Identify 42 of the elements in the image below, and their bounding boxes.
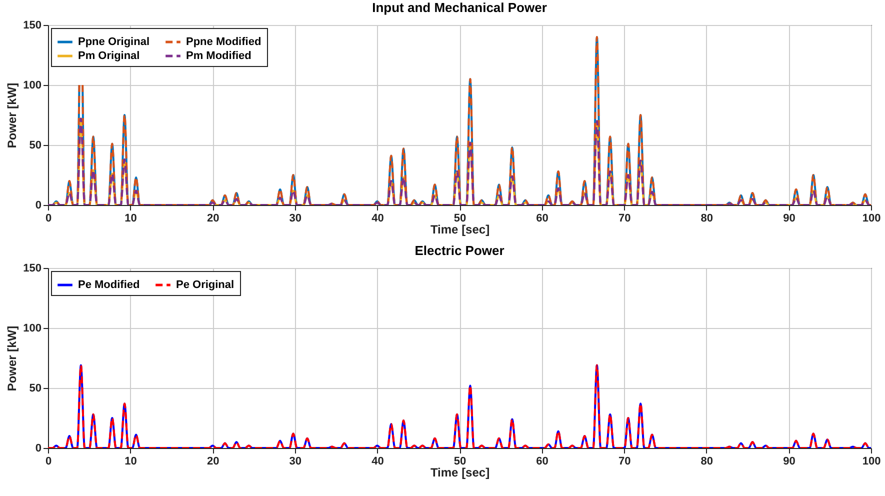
x-tick-label: 90	[783, 456, 796, 468]
x-axis-title: Time [sec]	[430, 222, 490, 236]
x-tick-label: 50	[454, 456, 466, 468]
chart-title: Electric Power	[414, 243, 504, 258]
y-tick-label: 50	[29, 382, 42, 394]
y-tick-label: 50	[29, 140, 42, 152]
x-tick-label: 100	[862, 456, 881, 468]
y-tick-label: 0	[35, 200, 42, 212]
y-tick-label: 0	[35, 442, 42, 454]
x-tick-label: 0	[45, 212, 52, 224]
x-tick-label: 40	[372, 212, 384, 224]
x-tick-label: 40	[372, 456, 384, 468]
x-tick-label: 30	[289, 212, 302, 224]
y-axis-title: Power [kW]	[5, 82, 20, 148]
legend-label: Ppne Original	[78, 36, 150, 48]
x-tick-label: 30	[289, 456, 302, 468]
x-axis-title: Time [sec]	[430, 466, 490, 480]
x-tick-label: 20	[206, 456, 220, 468]
y-tick-label: 100	[23, 322, 42, 334]
x-tick-label: 70	[618, 212, 631, 224]
x-tick-label: 60	[536, 456, 548, 468]
y-tick-label: 150	[23, 262, 42, 274]
x-tick-label: 0	[45, 456, 52, 468]
chart-title: Input and Mechanical Power	[372, 0, 547, 15]
x-tick-label: 100	[862, 212, 881, 224]
x-tick-label: 80	[700, 212, 714, 224]
x-tick-label: 70	[618, 456, 631, 468]
y-tick-label: 150	[23, 20, 42, 32]
y-axis-title: Power [kW]	[5, 326, 20, 392]
legend-label: Pm Original	[78, 50, 140, 62]
x-tick-label: 10	[124, 212, 137, 224]
y-tick-label: 100	[23, 80, 42, 92]
legend-label: Pm Modified	[186, 50, 252, 62]
legend-label: Pe Modified	[78, 279, 140, 291]
x-tick-label: 60	[536, 212, 548, 224]
x-tick-label: 90	[783, 212, 796, 224]
x-tick-label: 80	[700, 456, 714, 468]
legend-label: Ppne Modified	[186, 36, 262, 48]
x-tick-label: 20	[206, 212, 220, 224]
x-tick-label: 10	[124, 456, 137, 468]
x-tick-label: 50	[454, 212, 466, 224]
legend-label: Pe Original	[176, 279, 234, 291]
